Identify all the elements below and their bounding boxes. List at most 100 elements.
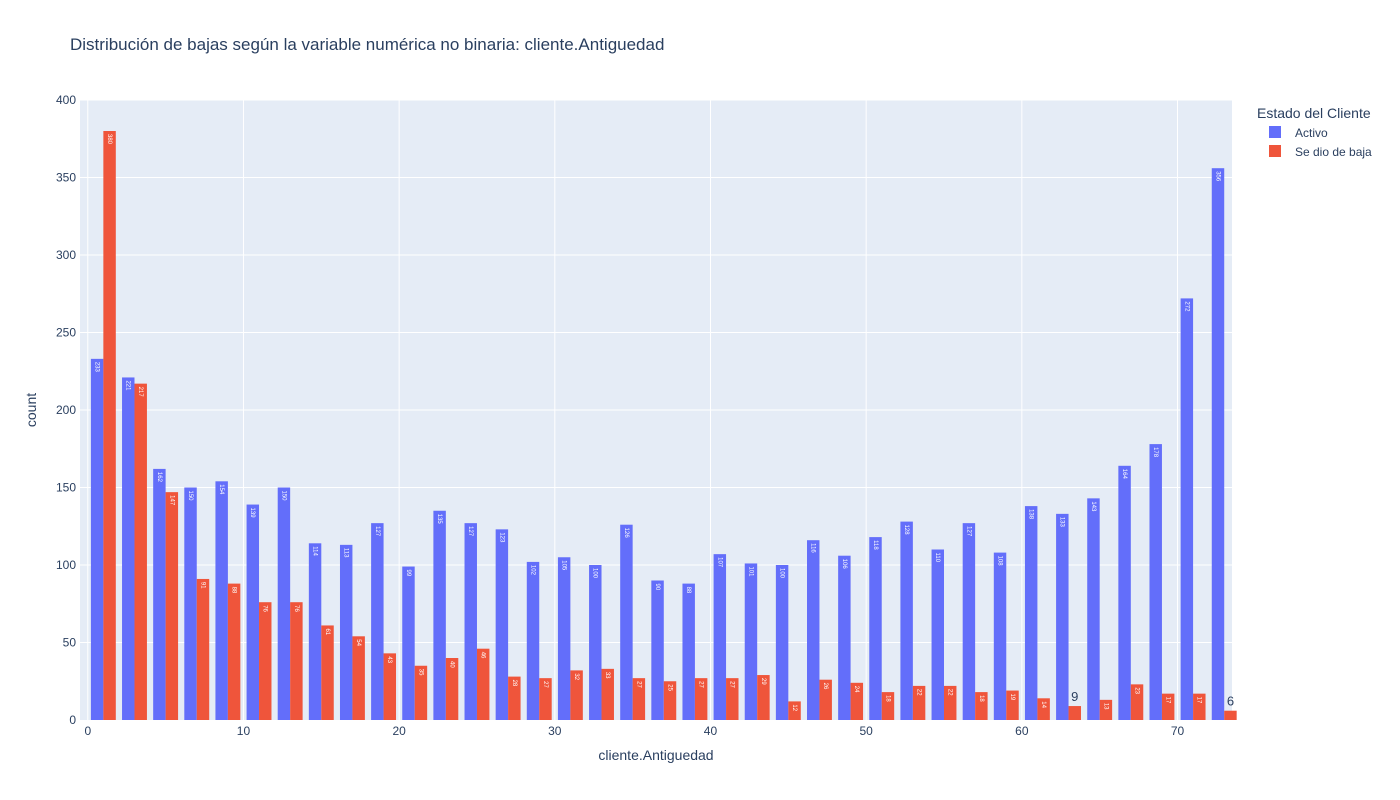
bar-se-dio-de-baja[interactable] [757,675,770,720]
bar-se-dio-de-baja[interactable] [259,602,272,720]
bar-se-dio-de-baja[interactable] [601,668,614,720]
bar-activo[interactable] [122,377,135,720]
bar-se-dio-de-baja[interactable] [165,492,179,720]
bar-se-dio-de-baja[interactable] [1193,693,1206,720]
bar-value-label: 6 [1227,694,1234,709]
bar-se-dio-de-baja[interactable] [508,676,521,720]
bar-activo[interactable] [1118,465,1131,720]
bar-activo[interactable] [1180,298,1194,720]
x-tick-label: 10 [237,724,251,738]
bar-value-label: 17 [1196,697,1202,704]
bar-value-label: 19 [1009,694,1015,701]
bar-se-dio-de-baja[interactable] [1161,693,1175,720]
bar-se-dio-de-baja[interactable] [912,685,926,720]
bar-activo[interactable] [1149,444,1162,720]
bar-se-dio-de-baja[interactable] [788,701,801,720]
bar-activo[interactable] [682,583,695,720]
bar-value-label: 9 [1071,689,1078,704]
bar-se-dio-de-baja[interactable] [975,692,988,720]
bar-se-dio-de-baja[interactable] [290,602,303,720]
legend-item-activo[interactable]: Activo [1269,126,1328,140]
bar-activo[interactable] [246,504,260,720]
bar-se-dio-de-baja[interactable] [539,678,552,720]
bar-se-dio-de-baja[interactable] [1130,684,1144,720]
bar-value-label: 147 [168,495,174,506]
bar-activo[interactable] [900,521,913,720]
bar-activo[interactable] [713,554,727,720]
bar-activo[interactable] [1024,506,1038,720]
bar-activo[interactable] [277,487,291,721]
bar-activo[interactable] [744,563,758,720]
bar-activo[interactable] [184,487,197,721]
bar-se-dio-de-baja[interactable] [1068,706,1081,720]
bar-se-dio-de-baja[interactable] [352,636,365,720]
bar-value-label: 135 [436,514,442,525]
bar-activo[interactable] [153,468,166,720]
bar-se-dio-de-baja[interactable] [476,648,490,720]
bar-se-dio-de-baja[interactable] [103,131,116,720]
bar-se-dio-de-baja[interactable] [570,670,583,720]
bar-value-label: 40 [448,661,454,668]
bar-activo[interactable] [589,565,602,720]
bar-activo[interactable] [402,566,415,720]
bar-se-dio-de-baja[interactable] [819,679,832,720]
bar-activo[interactable] [807,540,820,720]
bar-value-label: 27 [698,681,704,688]
bar-se-dio-de-baja[interactable] [134,383,147,720]
bar-se-dio-de-baja[interactable] [632,678,646,720]
bar-se-dio-de-baja[interactable] [227,583,241,720]
bar-activo[interactable] [215,481,228,720]
bar-activo[interactable] [557,557,571,720]
bar-se-dio-de-baja[interactable] [726,678,739,720]
chart-title: Distribución de bajas según la variable … [70,35,664,54]
bar-se-dio-de-baja[interactable] [850,682,864,720]
bar-activo[interactable] [838,555,851,720]
bar-se-dio-de-baja[interactable] [383,653,397,720]
bar-value-label: 126 [623,528,629,539]
bar-activo[interactable] [775,565,789,720]
bar-se-dio-de-baja[interactable] [944,685,957,720]
legend-item-se-dio-de-baja[interactable]: Se dio de baja [1269,145,1372,159]
bar-activo[interactable] [931,549,944,721]
bar-value-label: 105 [561,560,567,571]
bar-se-dio-de-baja[interactable] [414,665,428,720]
bar-se-dio-de-baja[interactable] [1099,699,1113,720]
bar-value-label: 133 [1059,517,1065,528]
bar-activo[interactable] [962,523,976,720]
y-axis-ticks: 0 50 100 150 200 250 300 350 400 [56,93,76,727]
bar-activo[interactable] [90,358,104,720]
bar-value-label: 23 [1133,687,1139,694]
bar-se-dio-de-baja[interactable] [663,681,677,720]
bar-se-dio-de-baja[interactable] [196,578,210,720]
bar-activo[interactable] [371,523,384,720]
bar-value-label: 217 [137,387,143,398]
bar-activo[interactable] [495,529,509,720]
bar-activo[interactable] [1211,168,1225,720]
bar-activo[interactable] [993,552,1007,720]
y-tick-label: 300 [56,248,76,262]
bar-se-dio-de-baja[interactable] [1037,698,1050,720]
bar-activo[interactable] [308,543,322,720]
bar-activo[interactable] [620,524,633,720]
bar-se-dio-de-baja[interactable] [445,658,459,720]
bar-value-label: 164 [1121,469,1127,480]
y-tick-label: 100 [56,558,76,572]
bar-activo[interactable] [339,544,353,720]
bar-activo[interactable] [1056,513,1069,720]
bar-se-dio-de-baja[interactable] [881,692,895,720]
bar-activo[interactable] [651,580,664,721]
bar-value-label: 127 [374,526,380,537]
bar-se-dio-de-baja[interactable] [694,678,708,720]
bar-se-dio-de-baja[interactable] [321,625,334,720]
bar-se-dio-de-baja[interactable] [1224,710,1237,720]
bar-value-label: 14 [1040,701,1046,708]
bar-activo[interactable] [464,523,477,720]
bar-activo[interactable] [526,561,540,720]
bar-se-dio-de-baja[interactable] [1006,690,1019,720]
bar-activo[interactable] [433,510,446,720]
legend[interactable]: Estado del Cliente Activo Se dio de baja [1257,105,1372,159]
bar-activo[interactable] [869,537,882,720]
x-tick-label: 60 [1015,724,1029,738]
bar-activo[interactable] [1087,498,1100,720]
